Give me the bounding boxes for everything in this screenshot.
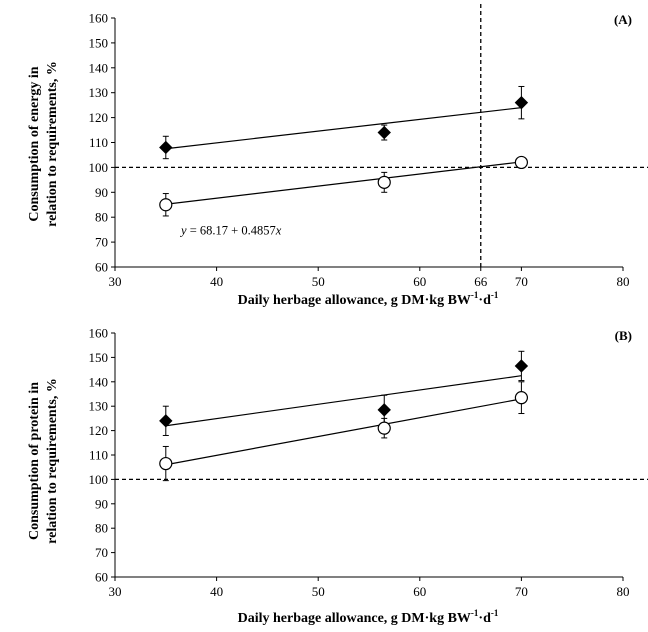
panel-b-ytick-label: 140 — [89, 374, 109, 389]
panel-a: Consumption of energy in relation to req… — [27, 4, 648, 308]
panel-b-xlabel-main: Daily herbage allowance, g DM·kg BW — [238, 611, 471, 626]
panel-b-xtick-label: 50 — [312, 584, 325, 599]
panel-b-plot: 60 70 80 90 100 110 120 130 140 150 160 30 40 50 60 70 8… — [89, 326, 648, 599]
panel-a-xlabel: Daily herbage allowance, g DM·kg BW-1·d-… — [238, 290, 499, 308]
panel-a-ytick-label: 140 — [89, 60, 109, 75]
panel-a-ytick-label: 60 — [95, 260, 108, 275]
panel-b-label: (B) — [615, 328, 632, 343]
panel-b-ytick-label: 120 — [89, 423, 109, 438]
panel-a-xtick-label: 60 — [413, 274, 426, 289]
panel-a-xlabel-sup1: -1 — [471, 290, 479, 300]
panel-b-ytick-label: 160 — [89, 326, 109, 341]
panel-a-xlabel-mid: ·d — [478, 293, 491, 308]
panel-b-xlabel-mid: ·d — [478, 611, 491, 626]
panel-b-xlabel: Daily herbage allowance, g DM·kg BW-1·d-… — [238, 608, 499, 626]
panel-b-series-circle-point — [159, 456, 173, 471]
panel-b-ytick-label: 100 — [89, 472, 109, 487]
panel-b-ytick-label: 90 — [95, 496, 108, 511]
panel-a-ytick-label: 80 — [95, 210, 108, 225]
panel-b-ylabel-line2: relation to requirements, % — [45, 378, 60, 544]
panel-a-ytick-label: 70 — [95, 235, 108, 250]
panel-b-series-diamond — [159, 350, 529, 436]
panel-a-equation-part: = 68.17 + 0.4857 — [187, 224, 276, 238]
panel-a-ylabel-line1: Consumption of energy in — [27, 66, 42, 221]
panel-b-series-circle-point — [514, 391, 529, 405]
panel-a-series-circle-point — [514, 155, 529, 170]
panel-b-series-diamond-point — [159, 414, 173, 428]
panel-a-xtick-label: 40 — [210, 274, 223, 289]
panel-b-ytick-label: 80 — [95, 521, 108, 536]
panel-a-equation: y = 68.17 + 0.4857x — [179, 224, 282, 238]
panel-a-series-circle-fit-line — [165, 161, 522, 205]
panel-a-equation-part: y — [179, 224, 187, 238]
panel-a-xtick-label: 50 — [312, 274, 325, 289]
panel-b-series-circle — [159, 381, 529, 482]
panel-b-ytick-label: 150 — [89, 350, 109, 365]
panel-a-xlabel-sup2: -1 — [491, 290, 499, 300]
panel-b-ytick-label: 70 — [95, 545, 108, 560]
panel-a-series-diamond — [159, 85, 529, 160]
panel-a-ytick-label: 110 — [89, 135, 108, 150]
panel-b-ytick-label: 110 — [89, 448, 108, 463]
panel-a-xtick-label: 80 — [617, 274, 630, 289]
panel-b-xtick-label: 40 — [210, 584, 223, 599]
panel-a-xtick-label: 30 — [109, 274, 122, 289]
panel-a-series-diamond-point — [377, 125, 391, 140]
panel-a-equation-part: x — [275, 224, 282, 238]
panel-b-series-diamond-point — [377, 403, 391, 417]
panel-a-ytick-label: 150 — [89, 35, 109, 50]
panel-b-xlabel-sup2: -1 — [491, 608, 499, 618]
panel-a-series-circle-point — [377, 175, 391, 189]
panel-a-ytick-label: 120 — [89, 110, 109, 125]
panel-a-plot: 60 70 80 90 100 110 120 130 140 150 160 30 40 50 60 66 7… — [89, 4, 648, 289]
panel-b-xlabel-sup1: -1 — [471, 608, 479, 618]
panel-a-ytick-label: 90 — [95, 185, 108, 200]
panel-b: Consumption of protein in relation to re… — [27, 326, 648, 626]
panel-b-ylabel-line1: Consumption of protein in — [27, 382, 42, 540]
panel-a-xtick-label: 70 — [515, 274, 528, 289]
panel-b-series-diamond-point — [514, 359, 529, 373]
panel-a-series-circle — [159, 155, 529, 217]
panel-b-xtick-label: 70 — [515, 584, 528, 599]
panel-b-series-circle-point — [377, 421, 391, 435]
panel-b-series-circle-fit-line — [165, 398, 522, 466]
panel-b-xtick-label: 80 — [617, 584, 630, 599]
panel-a-xlabel-main: Daily herbage allowance, g DM·kg BW — [238, 293, 471, 308]
panel-b-ytick-label: 60 — [95, 570, 108, 585]
panel-a-ylabel-line2: relation to requirements, % — [45, 61, 60, 227]
panel-a-ytick-label: 160 — [89, 11, 109, 26]
panel-a-xtick-label: 66 — [474, 274, 488, 289]
panel-a-series-diamond-fit-line — [165, 107, 522, 150]
panel-b-xtick-label: 60 — [413, 584, 426, 599]
panel-b-xtick-label: 30 — [109, 584, 122, 599]
panel-a-series-diamond-point — [159, 140, 173, 155]
panel-a-series-diamond-point — [514, 95, 529, 110]
panel-a-ytick-label: 100 — [89, 160, 109, 175]
panel-a-ytick-label: 130 — [89, 85, 109, 100]
panel-b-series-diamond-fit-line — [165, 375, 522, 427]
panel-b-ytick-label: 130 — [89, 399, 109, 414]
panel-a-series-circle-point — [159, 198, 173, 212]
panel-a-label: (A) — [614, 12, 632, 27]
